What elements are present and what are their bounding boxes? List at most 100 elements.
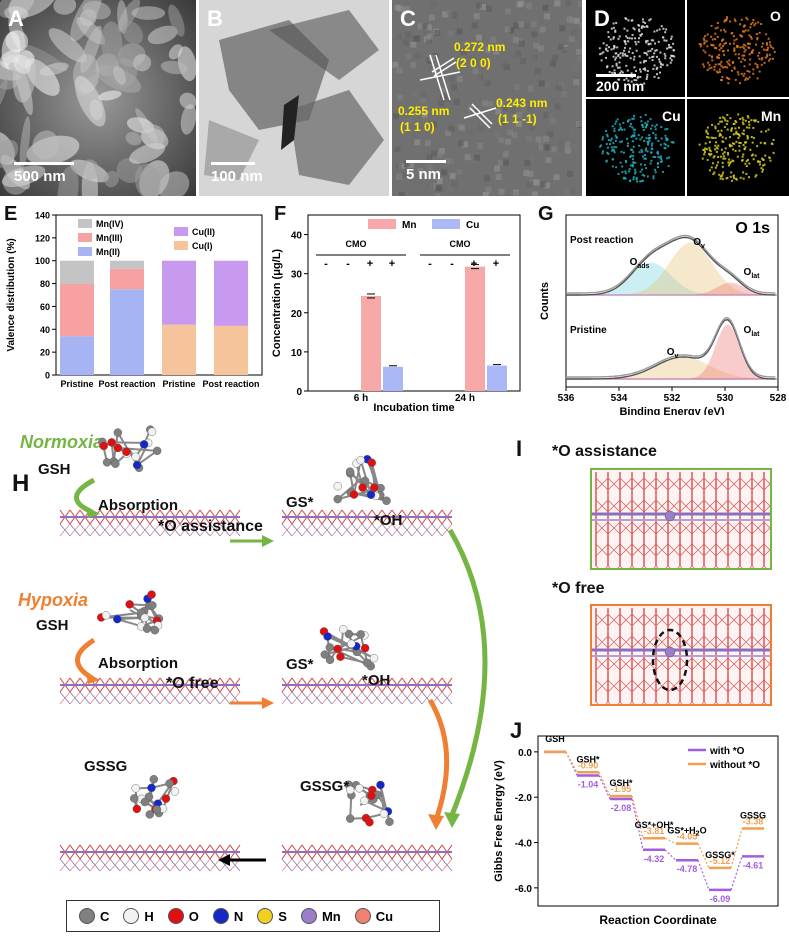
atom-legend-item: H — [123, 908, 154, 924]
scheme-h — [59, 425, 488, 872]
lattice-d-3: 0.243 nm — [496, 96, 548, 110]
scale-bar-c — [406, 160, 446, 163]
chart-g: 536 534 532 530 528 Binding Energy (eV) Counts… — [539, 214, 787, 415]
atom-legend: C H O N S Mn Cu — [66, 900, 440, 932]
scale-label-d: 200 nm — [596, 78, 645, 94]
atom-color-dot — [300, 908, 317, 924]
panel-letter-f: F — [274, 203, 287, 225]
mn-site — [664, 510, 676, 522]
ytick-e: 60 — [40, 302, 50, 312]
ytick-f: 20 — [291, 309, 303, 320]
connector-j — [697, 843, 710, 869]
atom-color-dot — [257, 908, 274, 924]
ylabel-e: Valence distribution (%) — [6, 238, 17, 351]
legend-swatch-e — [78, 247, 92, 256]
legend-label-e: Mn(IV) — [96, 219, 124, 229]
tem-texture — [199, 0, 389, 196]
cmo-sign-f: - — [346, 258, 350, 270]
value-label-j: -6.09 — [710, 894, 731, 904]
legend-swatch-e — [174, 241, 188, 250]
atom-color-dot — [354, 908, 371, 924]
xtick-g: 532 — [664, 393, 681, 404]
chart-j: 0.0 -2.0 -4.0 -6.0 Gibbs Free Energy (eV) Rea… — [493, 734, 779, 927]
atom-color-dot — [123, 908, 140, 924]
cmo-label-f: CMO — [450, 239, 471, 249]
legend-label-e: Mn(III) — [96, 233, 123, 243]
value-label-j: -2.08 — [611, 803, 632, 813]
bar-e — [162, 324, 196, 375]
ytick-j: -4.0 — [515, 839, 533, 850]
ytick-f: 10 — [291, 348, 303, 359]
atom-legend-item: Cu — [354, 908, 393, 924]
xtick-g: 534 — [611, 393, 628, 404]
gssg-molecule — [130, 775, 180, 819]
peak-olat-post — [566, 282, 778, 296]
step-label-j: GSH — [545, 734, 565, 744]
panel-b-tem: B 100 nm — [199, 0, 389, 196]
value-label-j: -1.04 — [578, 779, 599, 789]
oh-label-1: *OH — [374, 512, 403, 529]
xtick-g: 528 — [770, 393, 787, 404]
step-label-j: GSH* — [609, 778, 633, 788]
ylabel-j: Gibbs Free Energy (eV) — [493, 760, 505, 882]
gsh-label-2: GSH — [36, 617, 69, 634]
connector-j — [631, 795, 644, 839]
vacancy-highlight — [651, 628, 689, 692]
panel-letter-h: H — [12, 470, 30, 497]
lattice-d-2: 0.255 nm — [398, 104, 450, 118]
atom-symbol: C — [100, 908, 110, 924]
gs-molecule-1 — [333, 455, 391, 505]
chart-e: 0 20 40 60 80 100 120 140 Valence distribution (… — [6, 211, 263, 389]
value-label-j: -4.32 — [644, 854, 665, 864]
step-label-j: GS*+OH* — [635, 820, 674, 830]
cmo-sign-f: + — [493, 258, 499, 270]
fit-post — [566, 236, 776, 296]
atom-symbol: Mn — [321, 908, 341, 924]
bar-e — [60, 336, 94, 375]
atom-legend-item: C — [79, 908, 109, 924]
lattice-hkl-2: (1 1 0) — [400, 120, 435, 134]
legend-label-f: Cu — [466, 220, 479, 231]
atom-symbol: N — [233, 908, 244, 924]
hypoxia-title: Hypoxia — [18, 590, 89, 610]
bar-e — [162, 260, 196, 325]
xlabel-g: Binding Energy (eV) — [619, 406, 724, 415]
absorption-arrow-2 — [75, 637, 96, 681]
panel-letter-e: E — [4, 203, 18, 225]
cmo-sign-f: + — [389, 258, 395, 270]
sem-texture — [0, 0, 196, 196]
scale-bar-d — [596, 74, 636, 77]
gssg-label: GSSG — [84, 758, 128, 775]
value-label-j: -4.61 — [743, 860, 764, 870]
atom-legend-item: Mn — [300, 908, 341, 924]
bar-f-mn — [361, 295, 381, 391]
atom-symbol: O — [188, 908, 199, 924]
bar-f-mn — [465, 266, 485, 391]
gs-label-2: GS* — [286, 656, 314, 673]
label-oads: Oads — [630, 257, 650, 270]
scale-label-a: 500 nm — [14, 168, 66, 185]
ytick-e: 40 — [40, 325, 50, 335]
arrow-to-gssg-green — [447, 528, 488, 821]
eds-label-cu: Cu — [662, 108, 681, 124]
value-label-j: -4.05 — [677, 832, 698, 842]
eds-label-mn: Mn — [761, 108, 782, 124]
connector-j — [730, 828, 743, 869]
xtick-e: Pristine — [162, 379, 195, 389]
ylabel-g: Counts — [539, 282, 551, 320]
legend-label-e: Cu(II) — [192, 227, 215, 237]
cmo-sign-f: + — [367, 258, 373, 270]
ytick-f: 30 — [291, 270, 303, 281]
slab-o-free — [590, 604, 772, 706]
legend-swatch-e — [78, 233, 92, 242]
panel-i-o-assistance: *O assistance — [552, 443, 657, 460]
cmo-sign-f: - — [450, 258, 454, 270]
scale-label-b: 100 nm — [211, 168, 263, 185]
bar-e — [60, 283, 94, 337]
bar-e — [60, 260, 94, 284]
value-label-j: -3.38 — [743, 816, 764, 826]
label-olat-pristine: Olat — [744, 325, 761, 338]
gs-label-1: GS* — [286, 494, 314, 511]
slab-gssg-1 — [59, 844, 241, 872]
chart-f: 0 10 20 30 40 Concentration (μg/L) Incubation … — [271, 214, 521, 414]
